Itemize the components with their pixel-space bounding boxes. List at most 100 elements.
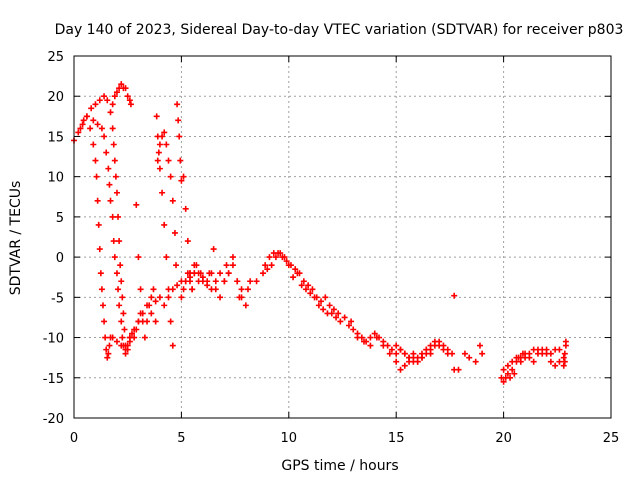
data-point <box>161 302 168 309</box>
data-point <box>204 282 211 289</box>
data-point <box>242 302 249 309</box>
data-point <box>126 334 133 341</box>
data-point <box>146 302 153 309</box>
data-point <box>93 173 100 180</box>
data-point <box>107 109 114 116</box>
data-point <box>105 165 112 172</box>
data-point <box>509 366 516 373</box>
y-tick-label: -15 <box>43 372 64 387</box>
data-point <box>171 229 178 236</box>
data-points <box>71 81 569 385</box>
data-point <box>177 157 184 164</box>
data-point <box>167 173 174 180</box>
data-point <box>122 85 129 92</box>
data-point <box>144 318 151 325</box>
data-point <box>111 157 118 164</box>
data-point <box>561 350 568 357</box>
data-point <box>135 254 142 261</box>
data-point <box>103 149 110 156</box>
data-point <box>79 121 86 128</box>
data-point <box>423 350 430 357</box>
data-point <box>137 286 144 293</box>
data-point <box>393 342 400 349</box>
data-point <box>307 290 314 297</box>
data-point <box>189 286 196 293</box>
data-point <box>102 334 109 341</box>
data-point <box>118 342 125 349</box>
y-tick-label: -20 <box>43 412 64 427</box>
plot-border <box>73 55 612 419</box>
data-point <box>156 294 163 301</box>
data-point <box>504 362 511 369</box>
data-point <box>221 278 228 285</box>
data-point <box>150 286 157 293</box>
data-point <box>112 173 119 180</box>
tick-labels: 0 5 10 15 20 25 -20 -15 -10 -5 0 5 10 15 20 25 <box>43 50 620 446</box>
data-point <box>161 129 168 136</box>
data-point <box>335 310 342 317</box>
data-point <box>556 358 563 365</box>
x-axis-label: GPS time / hours <box>281 458 398 474</box>
data-point <box>418 354 425 361</box>
y-tick-label: -5 <box>51 291 64 306</box>
data-point <box>92 101 99 108</box>
data-point <box>106 181 113 188</box>
data-point <box>118 81 125 88</box>
data-point <box>94 197 101 204</box>
data-point <box>337 318 344 325</box>
data-point <box>113 338 120 345</box>
data-point <box>504 370 511 377</box>
data-point <box>156 165 163 172</box>
data-point <box>109 125 116 132</box>
data-point <box>509 358 516 365</box>
data-point <box>225 270 232 277</box>
data-point <box>165 157 172 164</box>
data-point <box>290 274 297 281</box>
data-point <box>110 141 117 148</box>
data-point <box>229 254 236 261</box>
data-point <box>500 366 507 373</box>
data-point <box>128 330 135 337</box>
data-point <box>287 262 294 269</box>
x-tick-label: 0 <box>70 431 78 446</box>
data-point <box>217 294 224 301</box>
data-point <box>330 306 337 313</box>
data-point <box>182 205 189 212</box>
data-point <box>117 262 124 269</box>
data-point <box>152 298 159 305</box>
data-point <box>562 338 569 345</box>
data-point <box>104 97 111 104</box>
x-tick-label: 20 <box>495 431 512 446</box>
data-point <box>360 338 367 345</box>
data-point <box>83 113 90 120</box>
data-point <box>507 374 514 381</box>
data-point <box>165 286 172 293</box>
data-point <box>98 125 105 132</box>
data-point <box>397 366 404 373</box>
y-tick-label: 15 <box>47 130 64 145</box>
y-tick-label: 0 <box>56 251 64 266</box>
data-point <box>309 286 316 293</box>
data-point <box>298 282 305 289</box>
data-point <box>113 189 120 196</box>
data-point <box>479 350 486 357</box>
data-point <box>92 157 99 164</box>
x-tick-label: 25 <box>603 431 620 446</box>
data-point <box>302 286 309 293</box>
data-point <box>165 294 172 301</box>
data-point <box>556 346 563 353</box>
data-point <box>461 350 468 357</box>
data-point <box>101 93 108 100</box>
data-point <box>75 129 82 136</box>
data-point <box>152 318 159 325</box>
data-point <box>126 97 133 104</box>
data-point <box>476 342 483 349</box>
data-point <box>178 177 185 184</box>
data-point <box>148 310 155 317</box>
data-point <box>244 286 251 293</box>
data-point <box>322 294 329 301</box>
data-point <box>139 310 146 317</box>
data-point <box>552 362 559 369</box>
data-point <box>266 254 273 261</box>
